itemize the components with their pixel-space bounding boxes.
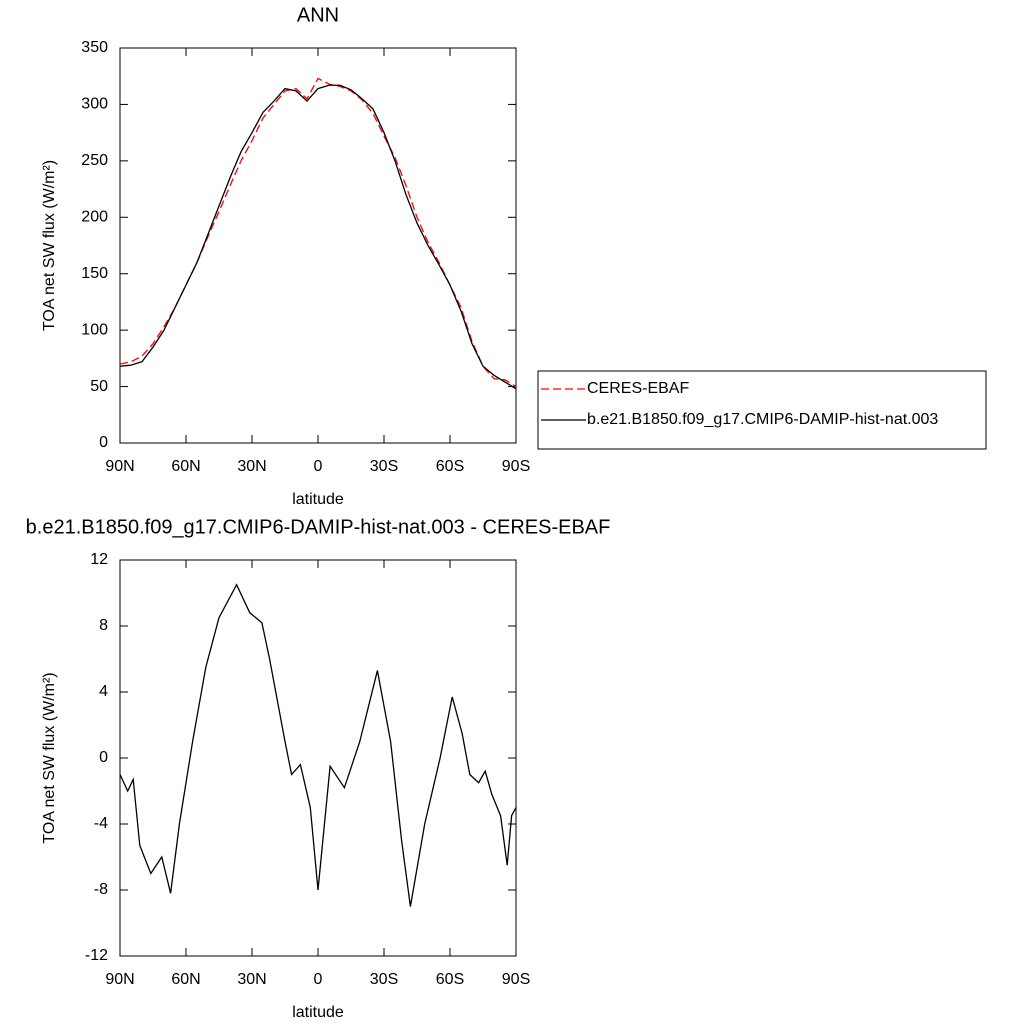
x-tick-label: 30N [237, 971, 266, 988]
y-tick-label: -4 [94, 815, 108, 832]
y-tick-label: 0 [99, 749, 108, 766]
data-line [119, 583, 517, 907]
y-tick-label: -8 [94, 881, 108, 898]
x-tick-label: 60N [171, 971, 200, 988]
y-tick-label: 200 [81, 209, 108, 226]
chart-title: b.e21.B1850.f09_g17.CMIP6-DAMIP-hist-nat… [26, 516, 611, 538]
y-tick-label: 300 [81, 96, 108, 113]
x-tick-label: 60N [171, 458, 200, 475]
x-tick-label: 0 [314, 971, 323, 988]
y-tick-label: 0 [99, 434, 108, 451]
legend-label: CERES-EBAF [587, 380, 689, 397]
x-tick-label: 90S [502, 971, 530, 988]
x-tick-label: 90N [105, 971, 134, 988]
y-tick-label: 4 [99, 683, 108, 700]
y-axis-label: TOA net SW flux (W/m²) [41, 160, 58, 331]
y-tick-label: 100 [81, 321, 108, 338]
x-tick-label: 60S [436, 458, 464, 475]
y-tick-label: 8 [99, 617, 108, 634]
x-tick-label: 60S [436, 971, 464, 988]
y-tick-label: 150 [81, 265, 108, 282]
x-tick-label: 90N [105, 458, 134, 475]
legend-label: b.e21.B1850.f09_g17.CMIP6-DAMIP-hist-nat… [587, 411, 938, 428]
y-tick-label: 50 [90, 378, 108, 395]
x-tick-label: 90S [502, 458, 530, 475]
plot-frame [119, 559, 517, 957]
x-axis-label: latitude [292, 491, 344, 508]
x-tick-label: 30S [370, 458, 398, 475]
chart-title: ANN [297, 4, 339, 26]
y-tick-label: 350 [81, 39, 108, 56]
x-tick-label: 30S [370, 971, 398, 988]
data-line [119, 84, 517, 390]
x-tick-label: 30N [237, 458, 266, 475]
legend-box [537, 370, 987, 450]
data-line [119, 77, 517, 388]
y-axis-label: TOA net SW flux (W/m²) [41, 672, 58, 843]
y-tick-label: 250 [81, 152, 108, 169]
x-tick-label: 0 [314, 458, 323, 475]
y-tick-label: 12 [90, 551, 108, 568]
x-axis-label: latitude [292, 1004, 344, 1021]
plot-frame [119, 47, 517, 444]
y-tick-label: -12 [85, 947, 108, 964]
